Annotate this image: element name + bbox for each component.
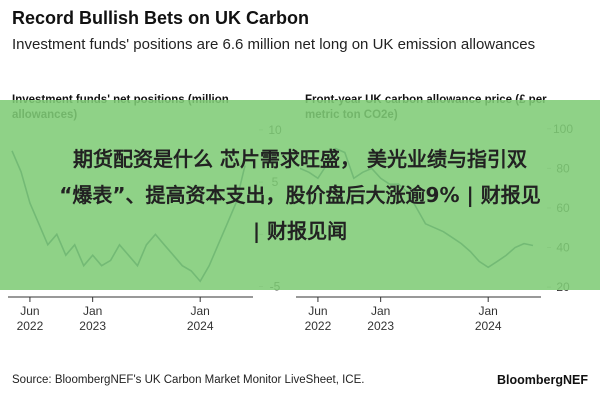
title: Record Bullish Bets on UK Carbon (12, 8, 310, 28)
source: Source: BloombergNEF's UK Carbon Market … (12, 374, 365, 386)
banner-line: | 财报见闻 (252, 219, 348, 243)
x-tick-label: Jun 2022 (305, 304, 332, 333)
banner: 期货配资是什么 芯片需求旺盛， 美光业绩与指引双 “爆表”、提高资本支出，股价盘后… (0, 100, 600, 290)
subtitle: Investment funds' positions are 6.6 mill… (12, 36, 536, 53)
brand: BloombergNEF (497, 373, 588, 387)
x-tick-label: Jan 2023 (79, 304, 106, 333)
x-tick-label: Jan 2024 (475, 304, 502, 333)
banner-line: 期货配资是什么 芯片需求旺盛， 美光业绩与指引双 (73, 147, 527, 171)
x-tick-label: Jun 2022 (17, 304, 44, 333)
x-tick-label: Jan 2024 (187, 304, 214, 333)
x-tick-label: Jan 2023 (367, 304, 394, 333)
banner-line: “爆表”、提高资本支出，股价盘后大涨逾9% | 财报见 (59, 183, 541, 207)
